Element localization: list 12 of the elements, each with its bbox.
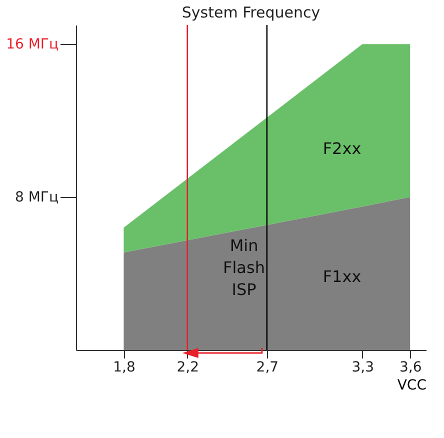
x-tick-label: 1,8 [113, 360, 136, 376]
annotation: F1xx [322, 266, 362, 286]
y-tick-label: 8 МГц [14, 190, 58, 206]
x-tick-label: 2,2 [176, 360, 199, 376]
y-tick-label: 16 МГц [6, 36, 58, 53]
annotation: Min Flash ISP [223, 236, 265, 299]
chart-title: System Frequency [182, 3, 320, 22]
annotation: F2xx [322, 139, 362, 158]
x-tick-label: 2,7 [256, 360, 279, 376]
x-tick-label: 3,3 [352, 360, 374, 376]
x-tick-label: 3,6 [399, 360, 422, 376]
x-axis-title: VCC [397, 378, 427, 394]
